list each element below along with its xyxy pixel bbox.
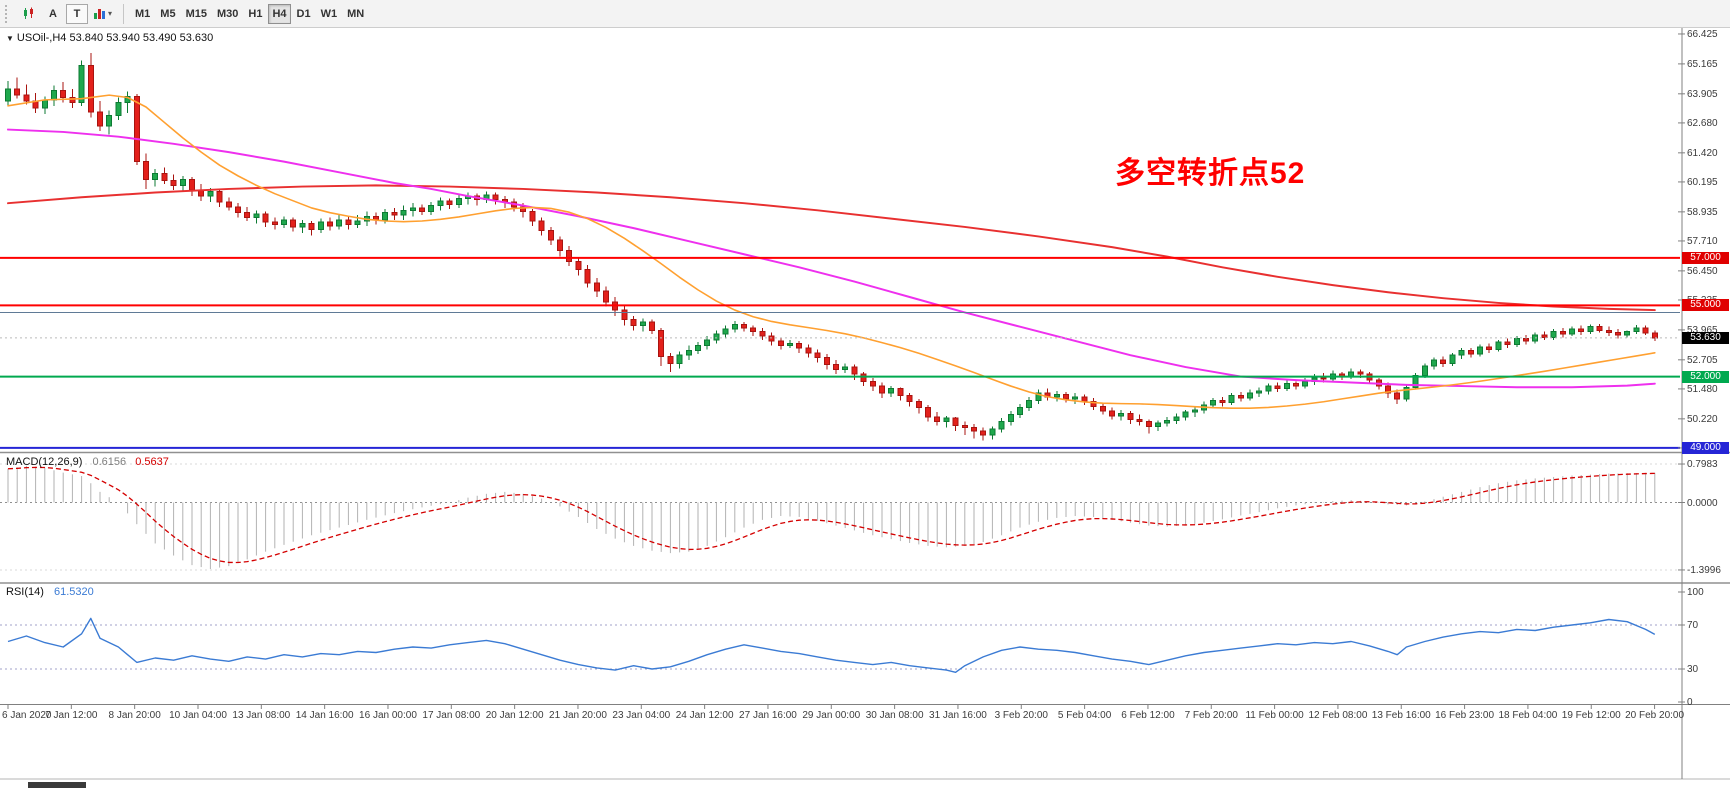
time-axis-label: 18 Feb 04:00 — [1498, 710, 1558, 721]
hline-price-badge: 55.000 — [1682, 299, 1729, 312]
time-axis-label: 21 Jan 20:00 — [549, 710, 607, 721]
price-axis-label: 56.450 — [1687, 265, 1718, 277]
indicators-icon — [94, 8, 105, 19]
price-axis-label: 51.480 — [1687, 383, 1718, 395]
time-axis-label: 24 Jan 12:00 — [675, 710, 734, 721]
timeframe-button-m30[interactable]: M30 — [213, 4, 242, 24]
macd-header: MACD(12,26,9) 0.6156 0.5637 — [6, 456, 169, 468]
price-axis-label: 53.965 — [1687, 324, 1718, 336]
time-axis-label: 8 Jan 20:00 — [108, 710, 161, 721]
time-axis-label: 20 Jan 12:00 — [485, 710, 544, 721]
timeframe-button-h1[interactable]: H1 — [244, 4, 266, 24]
time-axis-label: 31 Jan 16:00 — [929, 710, 987, 721]
time-axis-label: 16 Feb 23:00 — [1435, 710, 1495, 721]
time-axis-label: 16 Jan 00:00 — [359, 710, 417, 721]
timeframe-toolbar: M1 M5 M15 M30 H1 H4 D1 W1 MN — [130, 3, 369, 24]
hline-price-badge: 52.000 — [1682, 370, 1729, 383]
toolbar-separator — [123, 3, 125, 24]
time-axis-label: 6 Feb 12:00 — [1121, 710, 1175, 721]
timeframe-button-m1[interactable]: M1 — [131, 4, 154, 24]
chart-area[interactable]: ▼ USOil-,H4 53.840 53.940 53.490 53.630 多… — [0, 28, 1730, 793]
price-axis-label: 66.425 — [1687, 28, 1718, 40]
rsi-value: 61.5320 — [53, 586, 94, 598]
time-axis-label: 5 Feb 04:00 — [1057, 710, 1112, 721]
ohlc-readout: 53.840 53.940 53.490 53.630 — [69, 32, 214, 44]
rsi-axis-label: 0 — [1687, 697, 1693, 708]
rsi-axis-label: 30 — [1687, 664, 1699, 675]
timeframe-button-mn[interactable]: MN — [343, 4, 368, 24]
indicators-button[interactable]: ▾ — [90, 4, 116, 24]
time-axis-label: 29 Jan 00:00 — [802, 710, 861, 721]
price-axis-label: 58.935 — [1687, 206, 1718, 218]
rsi-header: RSI(14) 61.5320 — [6, 586, 94, 598]
time-axis-label: 30 Jan 08:00 — [865, 710, 924, 721]
timeframe-button-d1[interactable]: D1 — [293, 4, 315, 24]
time-axis-label: 7 Jan 12:00 — [45, 710, 98, 721]
time-axis-label: 13 Feb 16:00 — [1371, 710, 1431, 721]
macd-title: MACD(12,26,9) — [6, 456, 83, 468]
toolbar-grip[interactable] — [5, 4, 12, 23]
hline-price-badge: 57.000 — [1682, 251, 1729, 264]
rsi-axis-label: 70 — [1687, 620, 1699, 631]
time-axis-label: 12 Feb 08:00 — [1308, 710, 1368, 721]
price-axis-label: 50.220 — [1687, 413, 1718, 425]
annotate-a-button[interactable]: A — [42, 4, 64, 24]
price-axis-label: 52.705 — [1687, 354, 1718, 366]
text-tool-button[interactable]: T — [66, 3, 88, 24]
price-axis-label: 65.165 — [1687, 58, 1718, 70]
rsi-axis-label: 100 — [1687, 587, 1704, 598]
time-axis-label: 7 Feb 20:00 — [1184, 710, 1238, 721]
price-axis-label: 57.710 — [1687, 235, 1718, 247]
time-axis-label: 19 Feb 12:00 — [1561, 710, 1621, 721]
time-axis-label: 6 Jan 2020 — [2, 710, 52, 721]
dropdown-caret-icon: ▾ — [108, 9, 113, 18]
time-axis-label: 17 Jan 08:00 — [422, 710, 481, 721]
time-axis-label: 23 Jan 04:00 — [612, 710, 671, 721]
macd-axis-label: 0.7983 — [1687, 459, 1718, 471]
current-price-badge: 53.630 — [1682, 331, 1729, 344]
macd-axis-label: 0.0000 — [1687, 497, 1718, 509]
timeframe-button-h4[interactable]: H4 — [268, 3, 291, 24]
time-axis-label: 3 Feb 20:00 — [994, 710, 1048, 721]
time-axis-label: 11 Feb 00:00 — [1245, 710, 1304, 721]
time-axis-label: 13 Jan 08:00 — [232, 710, 291, 721]
collapse-arrow-icon: ▼ — [6, 34, 14, 43]
macd-signal-value: 0.5637 — [135, 456, 169, 468]
timeframe-button-m15[interactable]: M15 — [182, 4, 211, 24]
symbol-period-label: USOil-,H4 — [16, 32, 67, 44]
price-axis-label: 60.195 — [1687, 176, 1718, 188]
main-toolbar: A T ▾ M1 M5 M15 M30 H1 H4 D1 W1 MN — [0, 0, 1730, 28]
price-axis-label: 62.680 — [1687, 117, 1718, 129]
macd-main-value: 0.6156 — [92, 456, 127, 468]
chart-annotation-text[interactable]: 多空转折点52 — [1115, 157, 1306, 190]
timeframe-button-m5[interactable]: M5 — [156, 4, 179, 24]
macd-axis-label: -1.3996 — [1687, 564, 1721, 576]
price-axis-label: 61.420 — [1687, 147, 1718, 159]
timeframe-button-w1[interactable]: W1 — [317, 4, 342, 24]
candlestick-icon — [24, 7, 33, 19]
time-axis-label: 20 Feb 20:00 — [1625, 710, 1685, 721]
chart-type-button[interactable] — [18, 4, 40, 24]
time-axis-label: 27 Jan 16:00 — [739, 710, 797, 721]
chart-title: ▼ USOil-,H4 53.840 53.940 53.490 53.630 — [6, 32, 213, 44]
price-axis-label: 63.905 — [1687, 88, 1718, 100]
price-chart-svg[interactable] — [0, 28, 1730, 793]
rsi-title: RSI(14) — [6, 586, 44, 598]
time-axis-label: 14 Jan 16:00 — [295, 710, 354, 721]
time-axis-label: 10 Jan 04:00 — [169, 710, 227, 721]
hline-price-badge: 49.000 — [1682, 441, 1729, 454]
horizontal-scrollbar-handle[interactable] — [28, 782, 86, 788]
